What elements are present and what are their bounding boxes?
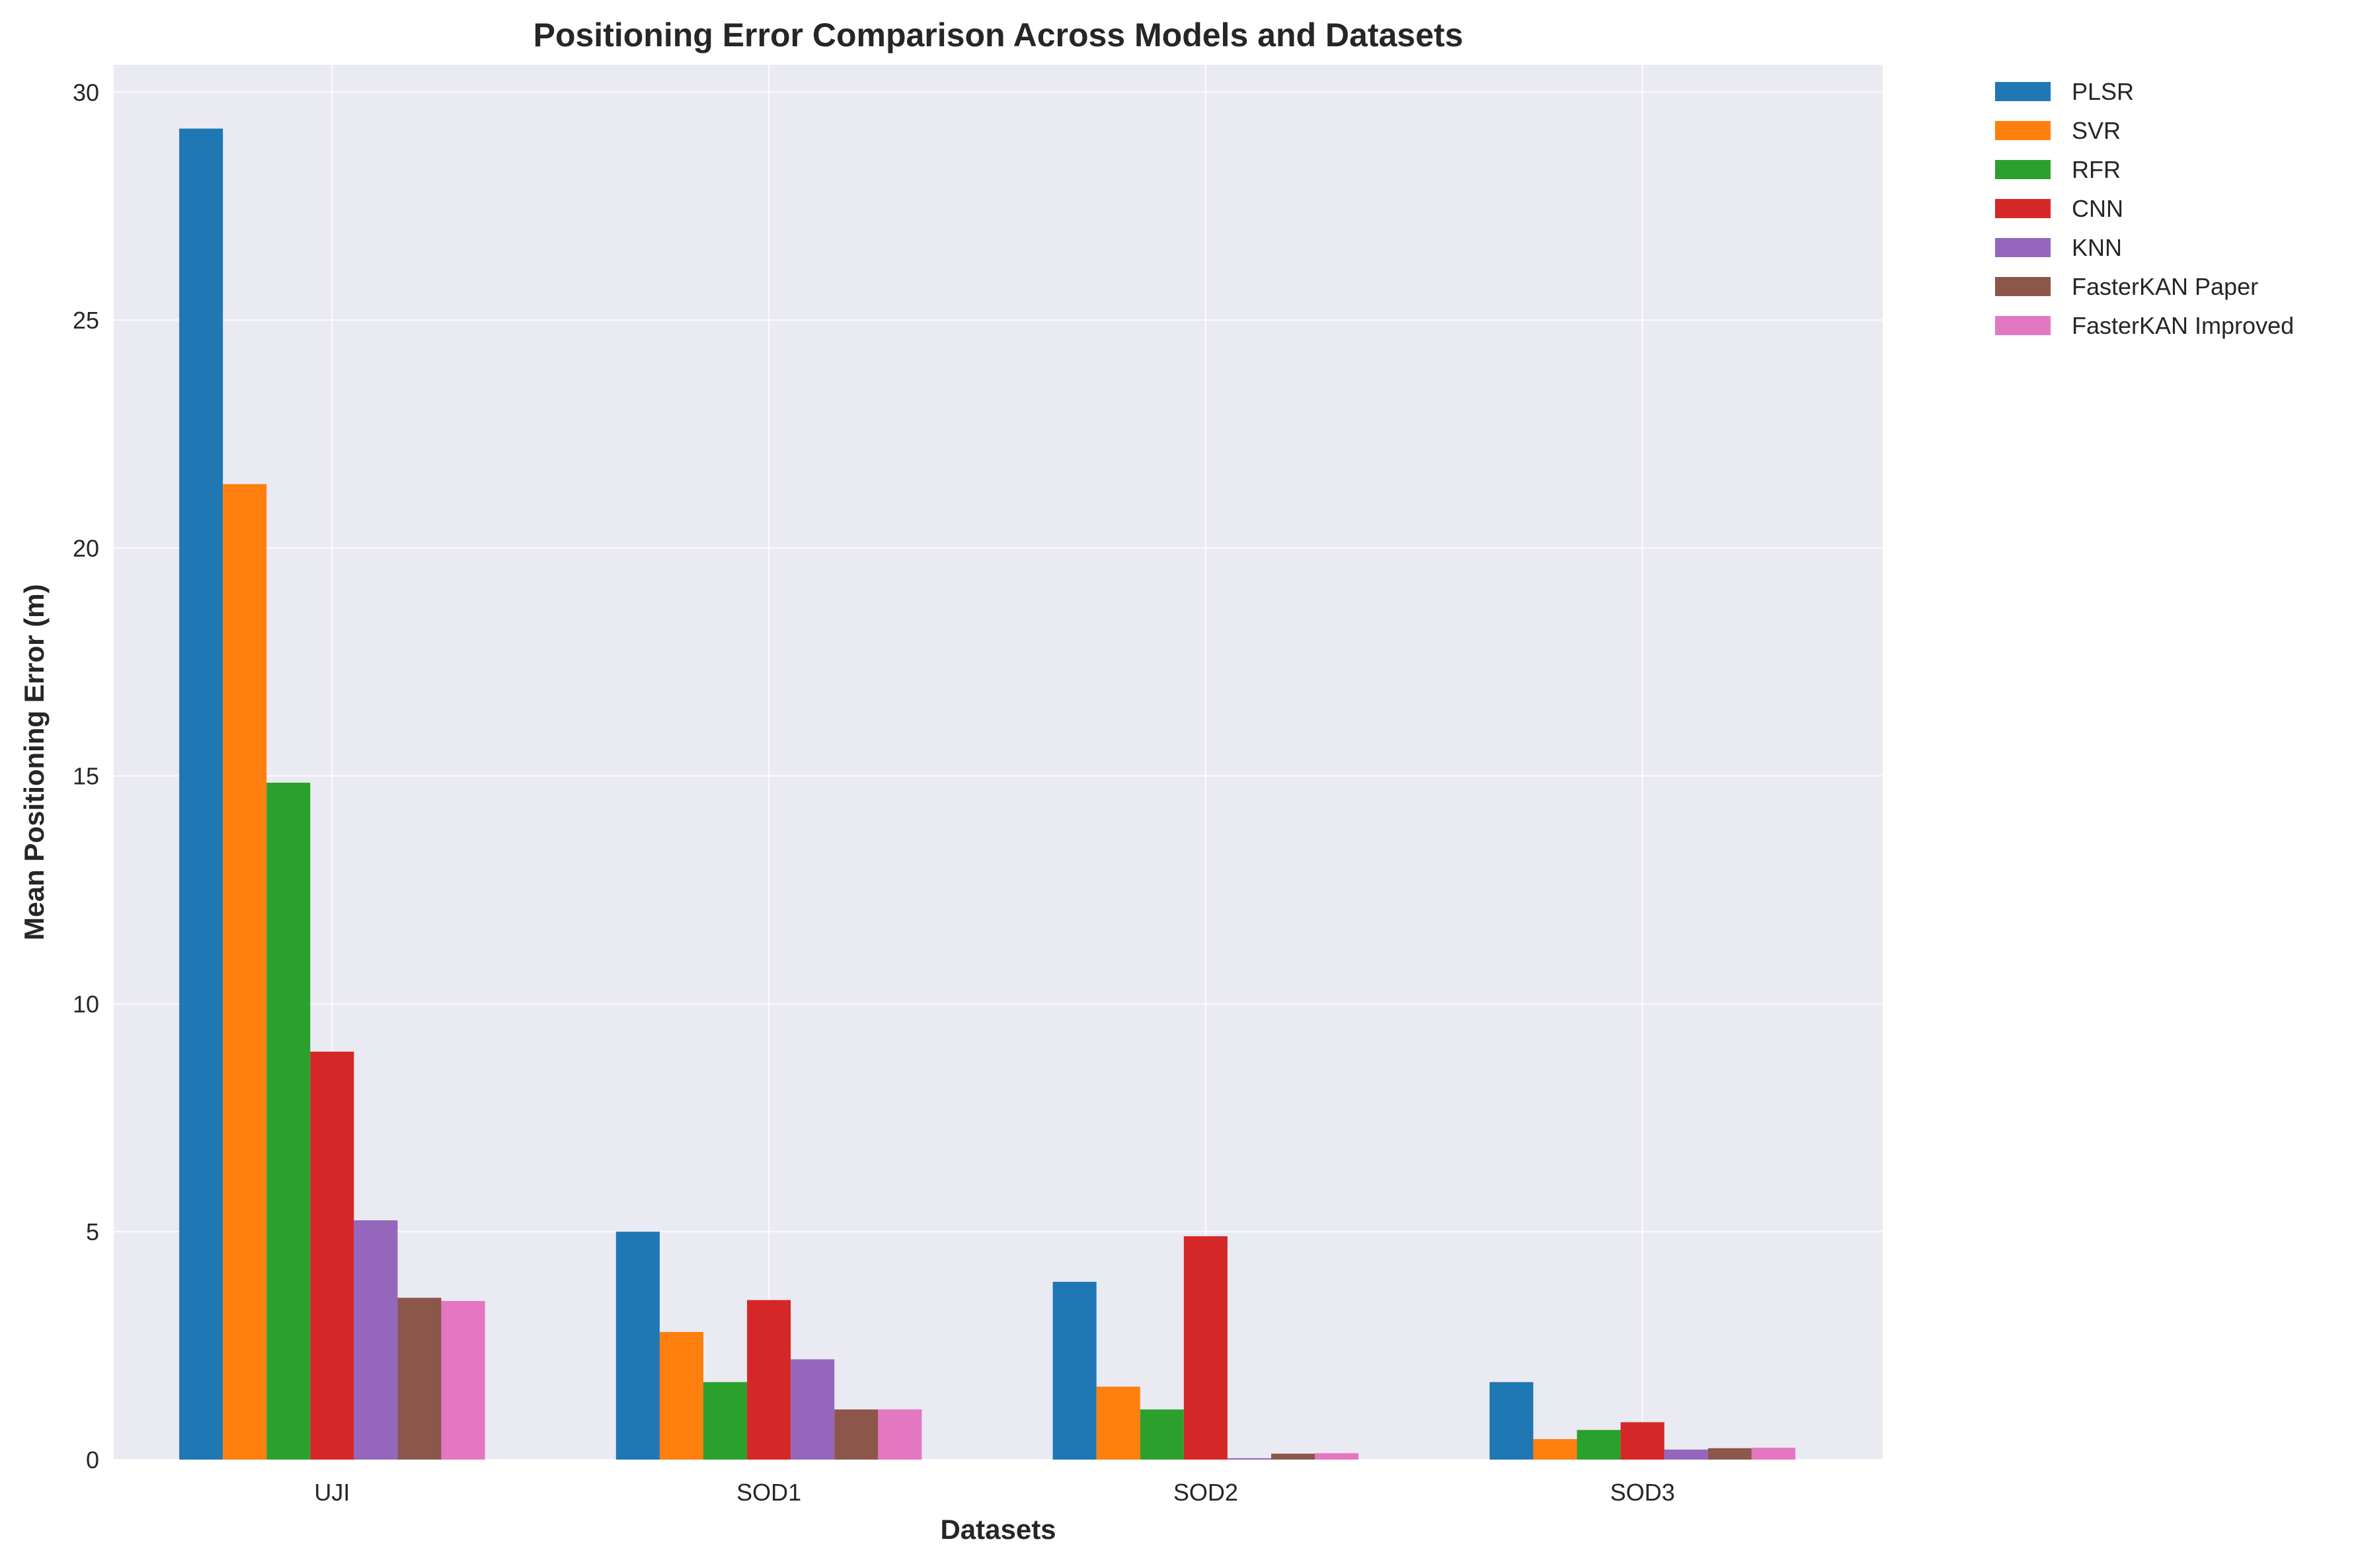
bar-cnn-uji bbox=[310, 1051, 354, 1460]
y-tick-label: 20 bbox=[73, 535, 99, 562]
legend: PLSR SVR RFR CNN KNN FasterKAN Paper FasterKAN… bbox=[1995, 78, 2294, 339]
x-tick-label: SOD3 bbox=[1610, 1479, 1675, 1506]
legend-swatch bbox=[1995, 121, 2051, 140]
bar-svr-uji bbox=[223, 484, 267, 1460]
bar-plsr-sod3 bbox=[1489, 1382, 1534, 1460]
y-tick-label: 25 bbox=[73, 307, 99, 334]
bar-fasterkan-improved-sod2 bbox=[1315, 1453, 1359, 1460]
bars bbox=[179, 128, 1795, 1460]
bar-cnn-sod1 bbox=[747, 1300, 791, 1460]
legend-label: FasterKAN Paper bbox=[2072, 273, 2258, 300]
y-tick-label: 30 bbox=[73, 79, 99, 106]
legend-label: KNN bbox=[2072, 234, 2122, 261]
x-axis-label: Datasets bbox=[940, 1514, 1056, 1545]
plot-area bbox=[114, 65, 1883, 1460]
bar-rfr-sod3 bbox=[1577, 1430, 1621, 1460]
tick-labels: 0 5 10 15 20 25 30 UJI SOD1 SOD2 SOD3 bbox=[73, 79, 1675, 1506]
bar-fasterkan-improved-sod1 bbox=[878, 1409, 922, 1460]
bar-svr-sod3 bbox=[1533, 1438, 1577, 1460]
y-axis-label: Mean Positioning Error (m) bbox=[19, 584, 50, 940]
x-tick-label: SOD2 bbox=[1173, 1479, 1238, 1506]
bar-rfr-uji bbox=[266, 783, 311, 1460]
legend-swatch bbox=[1995, 238, 2051, 257]
bar-cnn-sod3 bbox=[1620, 1422, 1665, 1460]
legend-swatch bbox=[1995, 160, 2051, 179]
y-tick-label: 10 bbox=[73, 990, 99, 1017]
legend-label: SVR bbox=[2072, 117, 2121, 144]
bar-plsr-sod1 bbox=[615, 1232, 660, 1460]
y-tick-label: 0 bbox=[86, 1446, 99, 1473]
bar-fasterkan-paper-sod2 bbox=[1271, 1454, 1316, 1460]
legend-swatch bbox=[1995, 316, 2051, 335]
legend-swatch bbox=[1995, 82, 2051, 101]
bar-cnn-sod2 bbox=[1183, 1236, 1228, 1460]
bar-fasterkan-paper-sod3 bbox=[1708, 1448, 1752, 1460]
bar-fasterkan-paper-uji bbox=[397, 1298, 442, 1460]
bar-rfr-sod2 bbox=[1140, 1409, 1184, 1460]
bar-rfr-sod1 bbox=[703, 1382, 748, 1460]
bar-fasterkan-paper-sod1 bbox=[834, 1409, 879, 1460]
bar-knn-sod2 bbox=[1227, 1458, 1271, 1460]
bar-svr-sod1 bbox=[659, 1331, 703, 1460]
x-tick-label: SOD1 bbox=[736, 1479, 801, 1506]
chart-title: Positioning Error Comparison Across Mode… bbox=[533, 17, 1464, 54]
legend-label: PLSR bbox=[2072, 78, 2134, 105]
bar-knn-uji bbox=[354, 1220, 398, 1460]
bar-knn-sod1 bbox=[791, 1359, 835, 1460]
bar-plsr-sod2 bbox=[1052, 1282, 1097, 1460]
bar-plsr-uji bbox=[179, 128, 223, 1460]
bar-svr-sod2 bbox=[1096, 1386, 1140, 1460]
x-tick-label: UJI bbox=[314, 1479, 350, 1506]
legend-swatch bbox=[1995, 199, 2051, 218]
legend-label: RFR bbox=[2072, 156, 2121, 183]
bar-fasterkan-improved-uji bbox=[441, 1301, 485, 1460]
y-tick-label: 5 bbox=[86, 1218, 99, 1245]
legend-label: FasterKAN Improved bbox=[2072, 312, 2294, 339]
y-tick-label: 15 bbox=[73, 763, 99, 790]
legend-swatch bbox=[1995, 277, 2051, 296]
bar-fasterkan-improved-sod3 bbox=[1751, 1448, 1795, 1460]
legend-label: CNN bbox=[2072, 195, 2123, 222]
bar-knn-sod3 bbox=[1664, 1449, 1708, 1460]
